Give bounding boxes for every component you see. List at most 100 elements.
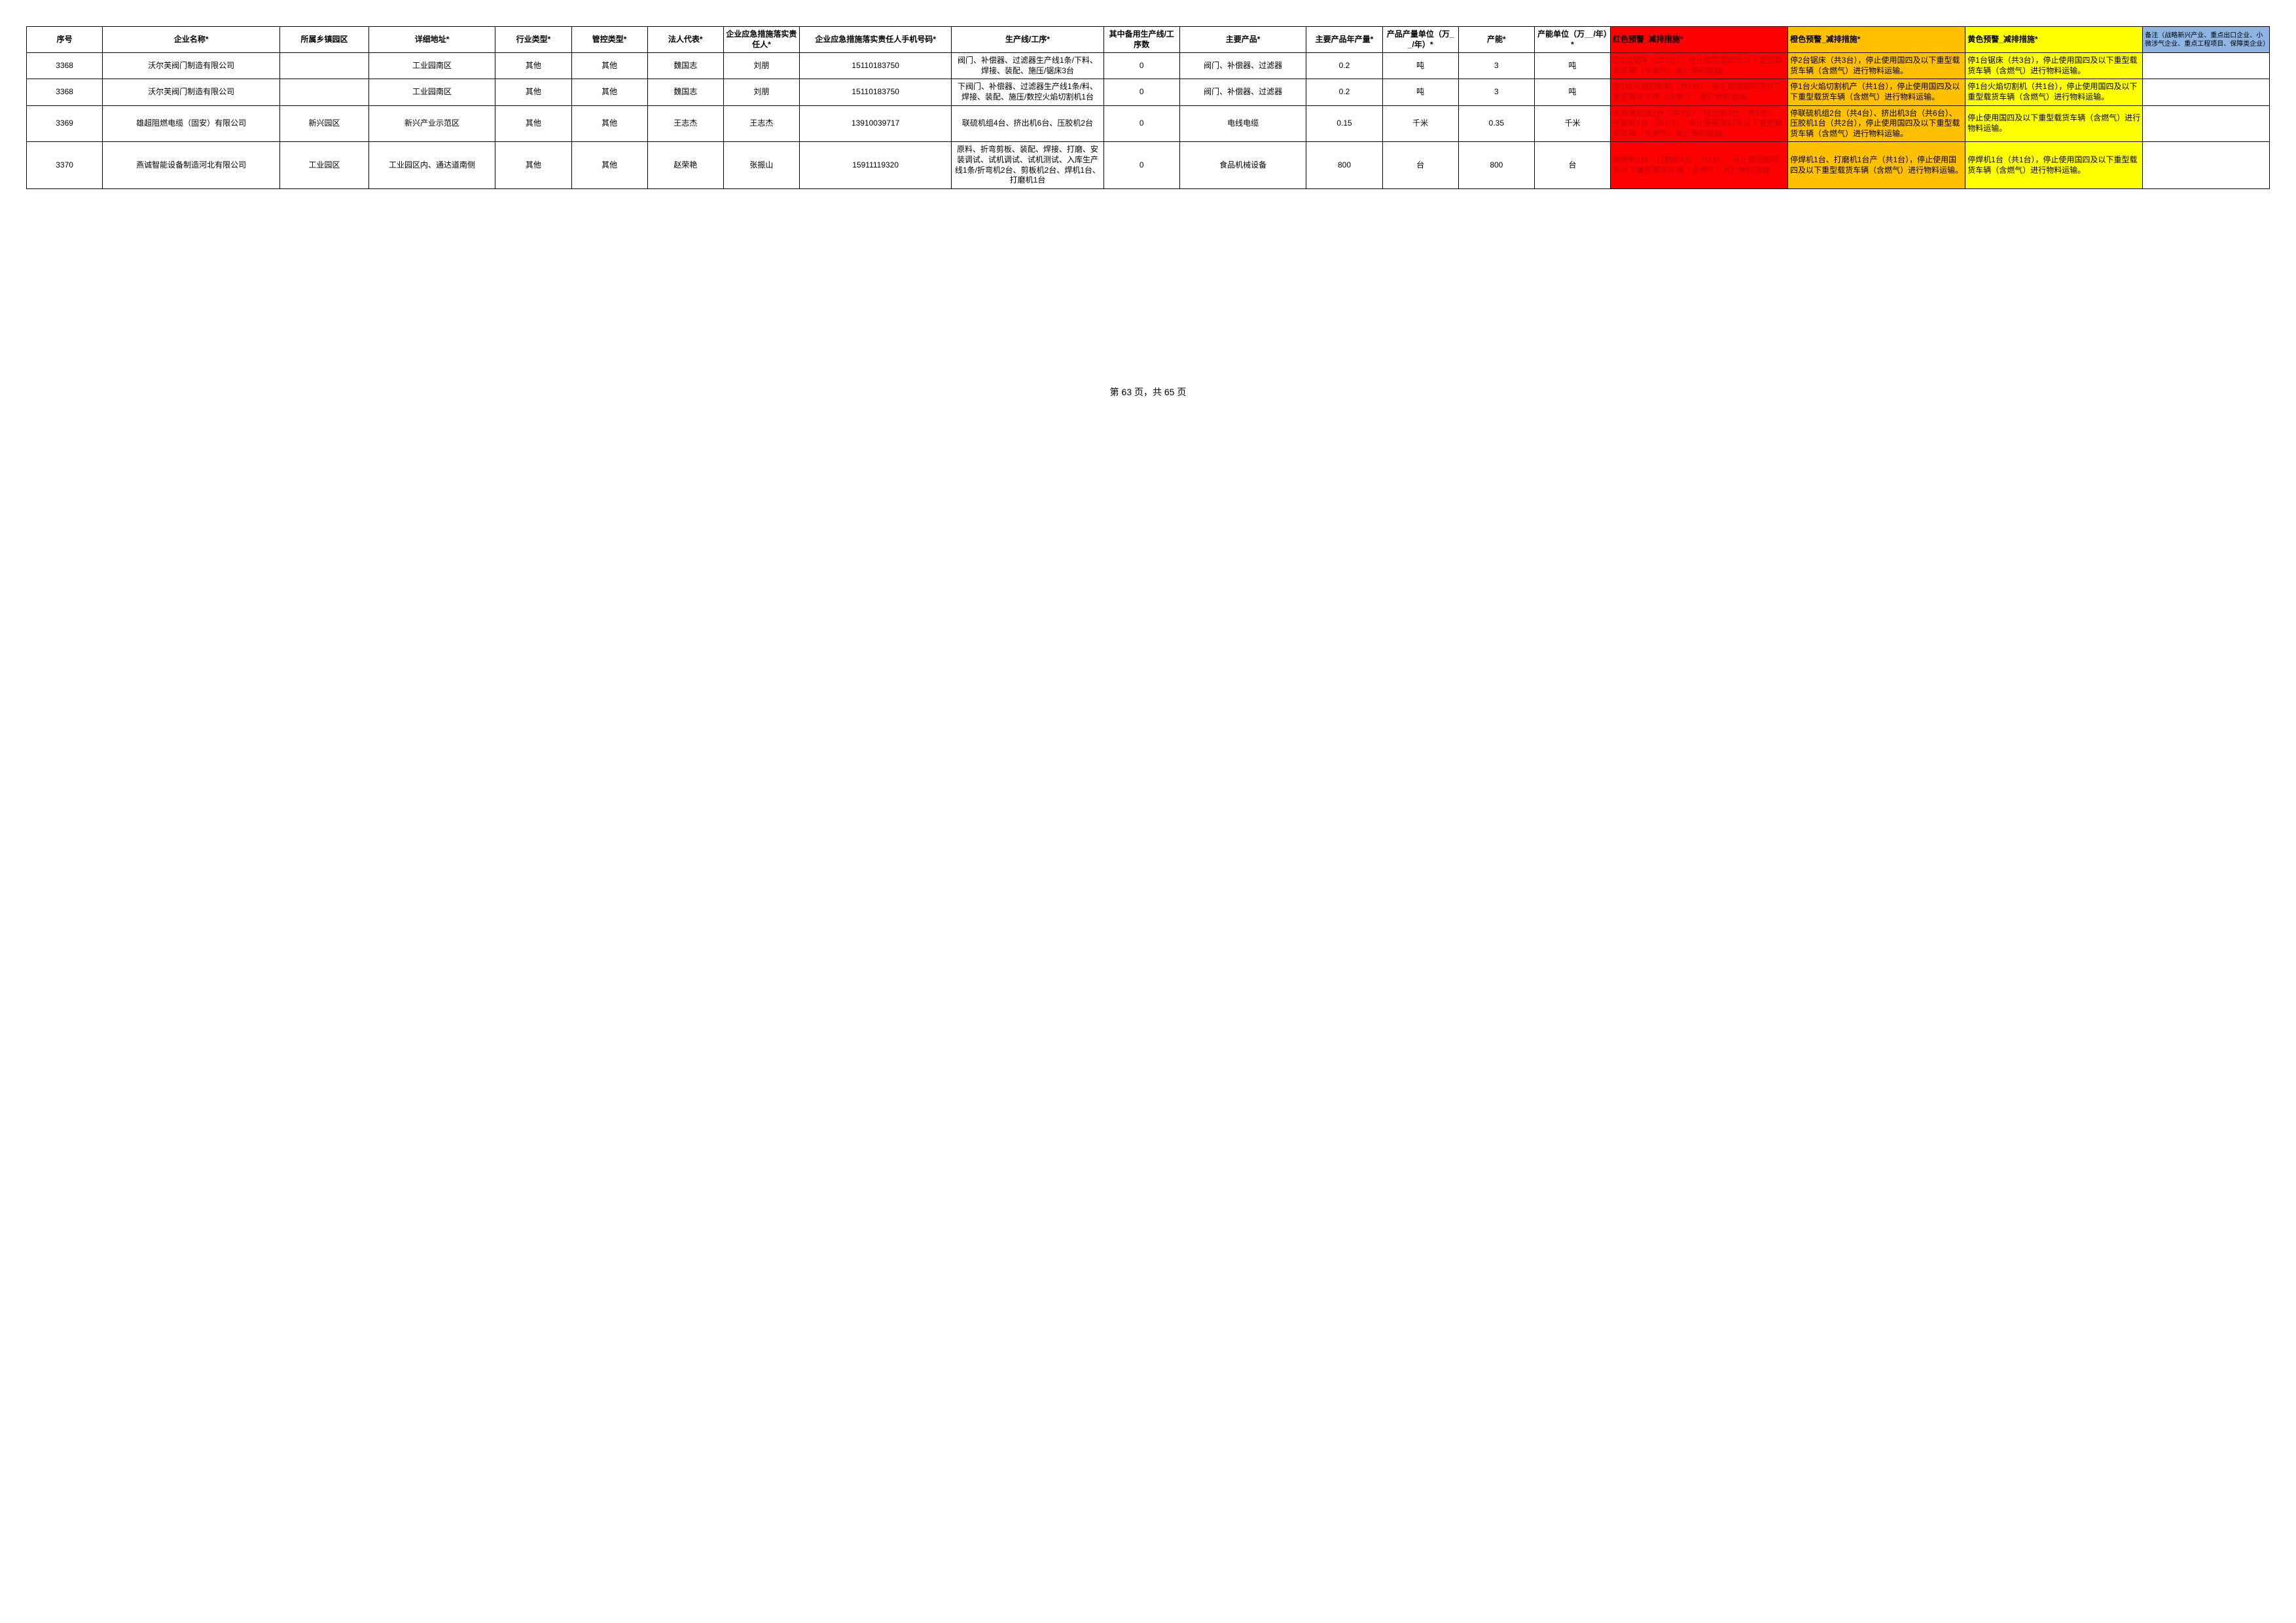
cell-line: 下阀门、补偿器、过滤器生产线1条/料、焊接、装配、施压/数控火焰切割机1台	[952, 79, 1103, 105]
cell-pqty: 0.2	[1306, 79, 1382, 105]
cell-cap: 3	[1458, 79, 1534, 105]
cell-phone: 15110183750	[799, 79, 951, 105]
header-town: 所属乡镇园区	[280, 27, 369, 53]
cell-red: 停焊机1台、打磨机1台（共1台），停止使用国四及以下重型载货车辆（含燃气）进行物…	[1611, 142, 1788, 188]
cell-prod: 阀门、补偿器、过滤器	[1179, 79, 1306, 105]
cell-seq: 3369	[27, 105, 103, 142]
cell-legal: 魏国志	[647, 79, 723, 105]
cell-remark	[2143, 53, 2270, 79]
cell-yellow: 停1台火焰切割机（共1台），停止使用国四及以下重型载货车辆（含燃气）进行物料运输…	[1965, 79, 2143, 105]
cell-name: 雄超阻燃电缆（固安）有限公司	[103, 105, 280, 142]
cell-prod: 电线电缆	[1179, 105, 1306, 142]
cell-resp: 刘朋	[723, 53, 799, 79]
header-red: 红色预警_减排措施*	[1611, 27, 1788, 53]
cell-line: 原料、折弯剪板、装配、焊接、打磨、安装调试、试机调试、试机测试、入库生产线1条/…	[952, 142, 1103, 188]
cell-remark	[2143, 105, 2270, 142]
cell-seq: 3368	[27, 53, 103, 79]
cell-cunit: 吨	[1534, 53, 1610, 79]
cell-resp: 刘朋	[723, 79, 799, 105]
header-legal: 法人代表*	[647, 27, 723, 53]
cell-legal: 王志杰	[647, 105, 723, 142]
cell-punit: 台	[1382, 142, 1458, 188]
header-remark: 备注（战略新兴产业、重点出口企业、小微涉气企业、重点工程项目、保障类企业）	[2143, 27, 2270, 53]
cell-name: 燕诚智能设备制造河北有限公司	[103, 142, 280, 188]
table-row: 3370燕诚智能设备制造河北有限公司工业园区工业园区内、通达道南侧其他其他赵荣艳…	[27, 142, 2270, 188]
table-container: 序号 企业名称* 所属乡镇园区 详细地址* 行业类型* 管控类型* 法人代表* …	[26, 26, 2270, 189]
cell-resp: 王志杰	[723, 105, 799, 142]
header-resp: 企业应急措施落实责任人*	[723, 27, 799, 53]
cell-town	[280, 79, 369, 105]
cell-cap: 0.35	[1458, 105, 1534, 142]
cell-addr: 工业园区内、通达道南侧	[368, 142, 495, 188]
cell-pqty: 0.15	[1306, 105, 1382, 142]
cell-ind: 其他	[495, 142, 571, 188]
header-yellow: 黄色预警_减排措施*	[1965, 27, 2143, 53]
cell-prod: 食品机械设备	[1179, 142, 1306, 188]
cell-addr: 工业园南区	[368, 79, 495, 105]
page-footer: 第 63 页，共 65 页	[26, 385, 2270, 399]
cell-phone: 15911119320	[799, 142, 951, 188]
header-ind: 行业类型*	[495, 27, 571, 53]
cell-legal: 魏国志	[647, 53, 723, 79]
cell-cap: 3	[1458, 53, 1534, 79]
header-row: 序号 企业名称* 所属乡镇园区 详细地址* 行业类型* 管控类型* 法人代表* …	[27, 27, 2270, 53]
cell-pqty: 0.2	[1306, 53, 1382, 79]
cell-seq: 3368	[27, 79, 103, 105]
cell-town: 新兴园区	[280, 105, 369, 142]
cell-orange: 停联硫机组2台（共4台）、挤出机3台（共6台）、压胶机1台（共2台），停止使用国…	[1788, 105, 1965, 142]
cell-remark	[2143, 79, 2270, 105]
header-line: 生产线/工序*	[952, 27, 1103, 53]
cell-town	[280, 53, 369, 79]
cell-red: 停3台锯床（共3台），停止使用国四及以下重型载货车辆（含燃气）进行物料运输。	[1611, 53, 1788, 79]
cell-backup: 0	[1103, 142, 1179, 188]
table-body: 3368沃尔芙阀门制造有限公司工业园南区其他其他魏国志刘朋15110183750…	[27, 53, 2270, 189]
cell-cap: 800	[1458, 142, 1534, 188]
cell-yellow: 停1台锯床（共3台），停止使用国四及以下重型载货车辆（含燃气）进行物料运输。	[1965, 53, 2143, 79]
cell-addr: 新兴产业示范区	[368, 105, 495, 142]
cell-backup: 0	[1103, 105, 1179, 142]
cell-phone: 13910039717	[799, 105, 951, 142]
cell-orange: 停2台锯床（共3台），停止使用国四及以下重型载货车辆（含燃气）进行物料运输。	[1788, 53, 1965, 79]
cell-red: 停1台火焰切割机（共1台），停止使用国四及以下重型载货车辆（含燃气）进行物料运输…	[1611, 79, 1788, 105]
cell-seq: 3370	[27, 142, 103, 188]
cell-ctrl: 其他	[571, 79, 647, 105]
data-table: 序号 企业名称* 所属乡镇园区 详细地址* 行业类型* 管控类型* 法人代表* …	[26, 26, 2270, 189]
cell-ctrl: 其他	[571, 105, 647, 142]
cell-prod: 阀门、补偿器、过滤器	[1179, 53, 1306, 79]
header-name: 企业名称*	[103, 27, 280, 53]
cell-punit: 千米	[1382, 105, 1458, 142]
cell-ctrl: 其他	[571, 142, 647, 188]
cell-yellow: 停止使用国四及以下重型载货车辆（含燃气）进行物料运输。	[1965, 105, 2143, 142]
header-seq: 序号	[27, 27, 103, 53]
cell-legal: 赵荣艳	[647, 142, 723, 188]
cell-town: 工业园区	[280, 142, 369, 188]
table-header: 序号 企业名称* 所属乡镇园区 详细地址* 行业类型* 管控类型* 法人代表* …	[27, 27, 2270, 53]
cell-line: 阀门、补偿器、过滤器生产线1条/下料、焊接、装配、施压/锯床3台	[952, 53, 1103, 79]
header-cap: 产能*	[1458, 27, 1534, 53]
cell-punit: 吨	[1382, 79, 1458, 105]
cell-pqty: 800	[1306, 142, 1382, 188]
cell-name: 沃尔芙阀门制造有限公司	[103, 53, 280, 79]
cell-remark	[2143, 142, 2270, 188]
cell-cunit: 台	[1534, 142, 1610, 188]
header-phone: 企业应急措施落实责任人手机号码*	[799, 27, 951, 53]
header-ctrl: 管控类型*	[571, 27, 647, 53]
cell-phone: 15110183750	[799, 53, 951, 79]
cell-red: 停联硫机组2台（共4台）、挤出机3台（共6台）、压胶机1台（共2台），停止使用国…	[1611, 105, 1788, 142]
cell-ind: 其他	[495, 79, 571, 105]
cell-orange: 停焊机1台、打磨机1台产（共1台），停止使用国四及以下重型载货车辆（含燃气）进行…	[1788, 142, 1965, 188]
cell-orange: 停1台火焰切割机产（共1台），停止使用国四及以下重型载货车辆（含燃气）进行物料运…	[1788, 79, 1965, 105]
table-row: 3368沃尔芙阀门制造有限公司工业园南区其他其他魏国志刘朋15110183750…	[27, 53, 2270, 79]
cell-addr: 工业园南区	[368, 53, 495, 79]
table-row: 3368沃尔芙阀门制造有限公司工业园南区其他其他魏国志刘朋15110183750…	[27, 79, 2270, 105]
cell-backup: 0	[1103, 79, 1179, 105]
table-row: 3369雄超阻燃电缆（固安）有限公司新兴园区新兴产业示范区其他其他王志杰王志杰1…	[27, 105, 2270, 142]
cell-ctrl: 其他	[571, 53, 647, 79]
cell-cunit: 吨	[1534, 79, 1610, 105]
header-punit: 产品产量单位（万__/年）*	[1382, 27, 1458, 53]
header-prod: 主要产品*	[1179, 27, 1306, 53]
header-backup: 其中备用生产线/工序数	[1103, 27, 1179, 53]
cell-name: 沃尔芙阀门制造有限公司	[103, 79, 280, 105]
cell-cunit: 千米	[1534, 105, 1610, 142]
header-addr: 详细地址*	[368, 27, 495, 53]
